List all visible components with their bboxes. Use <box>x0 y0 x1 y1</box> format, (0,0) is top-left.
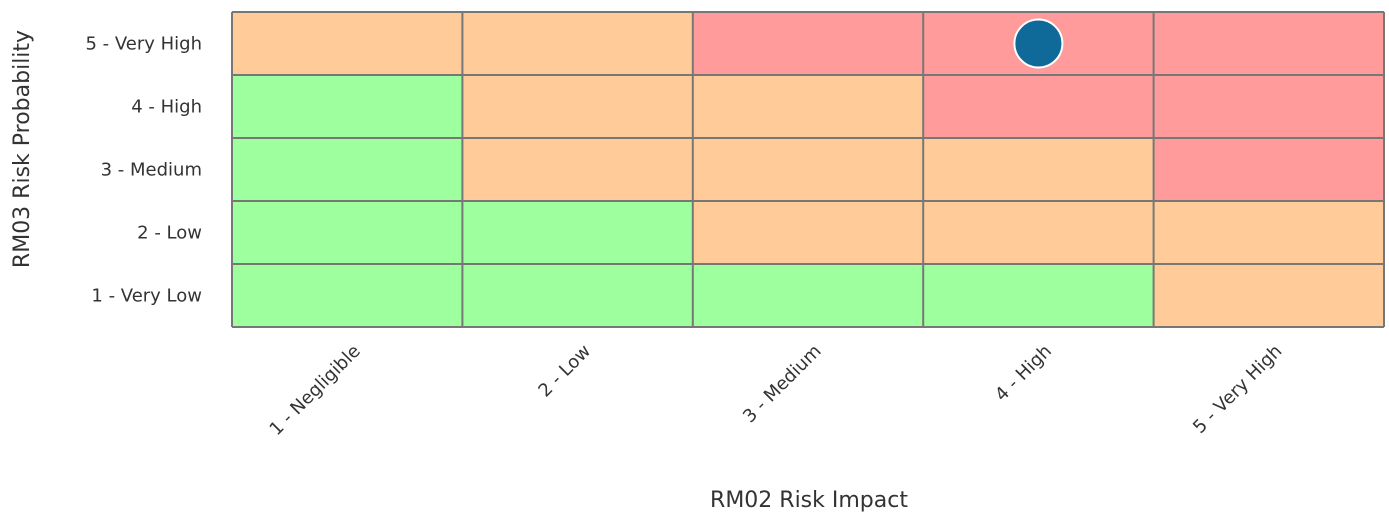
heatmap-cell <box>232 75 463 138</box>
heatmap-cell <box>1153 138 1384 201</box>
heatmap-cell <box>692 75 924 138</box>
heatmap-cell <box>692 12 924 75</box>
risk-point <box>1013 18 1064 69</box>
x-tick-label: 1 - Negligible <box>266 341 365 440</box>
heatmap-cell <box>462 12 693 75</box>
y-axis-title: RM03 Risk Probability <box>10 30 35 268</box>
heatmap-cell <box>692 264 924 327</box>
heatmap-cell <box>1153 12 1384 75</box>
y-tick-label: 2 - Low <box>137 223 202 244</box>
heatmap-cell <box>232 201 463 264</box>
y-tick-label: 5 - Very High <box>85 34 202 55</box>
risk-matrix-gridlines <box>231 11 1385 328</box>
heatmap-cell <box>1153 264 1384 327</box>
heatmap-cell <box>232 264 463 327</box>
y-axis-ticks: 1 - Very Low 2 - Low 3 - Medium 4 - High 5 -… <box>85 34 202 307</box>
heatmap-cell <box>462 264 693 327</box>
heatmap-cell <box>692 138 924 201</box>
x-tick-label: 4 - High <box>991 341 1056 406</box>
heatmap-cell <box>692 201 924 264</box>
x-tick-label: 2 - Low <box>534 341 595 402</box>
x-axis-title: RM02 Risk Impact <box>710 488 908 513</box>
heatmap-cell <box>1153 201 1384 264</box>
heatmap-cell <box>462 201 693 264</box>
risk-points <box>1013 18 1064 69</box>
heatmap-cell <box>462 75 693 138</box>
x-axis-ticks: 1 - Negligible 2 - Low 3 - Medium 4 - High 5… <box>266 341 1287 440</box>
heatmap-cell <box>923 201 1154 264</box>
x-tick-label: 3 - Medium <box>739 341 826 428</box>
heatmap-cell <box>232 138 463 201</box>
y-tick-label: 3 - Medium <box>101 160 202 181</box>
heatmap-cell <box>923 264 1154 327</box>
risk-matrix-cells <box>232 12 1384 327</box>
y-tick-label: 4 - High <box>131 97 202 118</box>
heatmap-cell <box>462 138 693 201</box>
heatmap-cell <box>232 12 463 75</box>
heatmap-cell <box>1153 75 1384 138</box>
heatmap-cell <box>923 138 1154 201</box>
heatmap-cell <box>923 75 1154 138</box>
y-tick-label: 1 - Very Low <box>91 286 202 307</box>
x-tick-label: 5 - Very High <box>1189 341 1286 438</box>
